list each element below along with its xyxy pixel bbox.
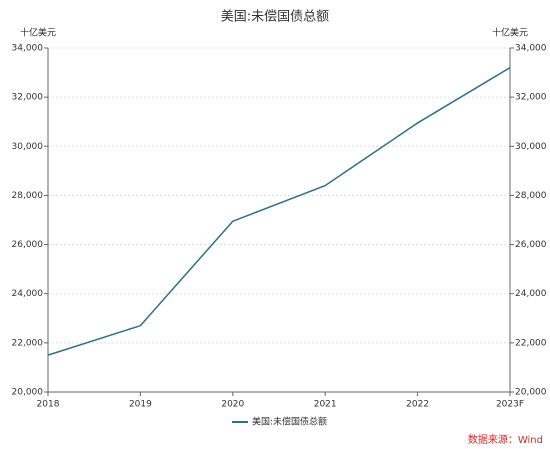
x-tick-label: 2020 — [221, 400, 244, 410]
y2-axis-label: 十亿美元 — [492, 27, 528, 39]
x-tick-label: 2019 — [129, 400, 152, 410]
y-tick-label: 30,000 — [12, 142, 44, 152]
y-axis-label: 十亿美元 — [20, 27, 56, 39]
series-line — [47, 67, 511, 356]
x-tick-label: 2018 — [37, 400, 60, 410]
y-tick-label: 32,000 — [12, 93, 44, 103]
y2-tick-label: 26,000 — [515, 240, 547, 250]
y-tick-label: 28,000 — [12, 191, 44, 201]
source-note: 数据来源：Wind — [468, 433, 543, 446]
x-tick-label: 2021 — [314, 400, 337, 410]
x-tick-label: 2022 — [406, 400, 429, 410]
y2-tick-label: 22,000 — [515, 338, 547, 348]
y2-tick-label: 34,000 — [515, 44, 547, 54]
y-tick-label: 24,000 — [12, 289, 44, 299]
y-tick-label: 20,000 — [12, 388, 44, 398]
y-tick-label: 22,000 — [12, 338, 44, 348]
y2-tick-label: 30,000 — [515, 142, 547, 152]
y2-tick-label: 24,000 — [515, 289, 547, 299]
chart-title: 美国:未偿国债总额 — [221, 10, 329, 25]
x-tick-label: 2023F — [496, 400, 524, 410]
y2-tick-label: 28,000 — [515, 191, 547, 201]
y2-tick-label: 32,000 — [515, 93, 547, 103]
y-tick-label: 34,000 — [12, 44, 44, 54]
y-tick-label: 26,000 — [12, 240, 44, 250]
y2-tick-label: 20,000 — [515, 388, 547, 398]
legend-label: 美国:未偿国债总额 — [252, 416, 327, 428]
